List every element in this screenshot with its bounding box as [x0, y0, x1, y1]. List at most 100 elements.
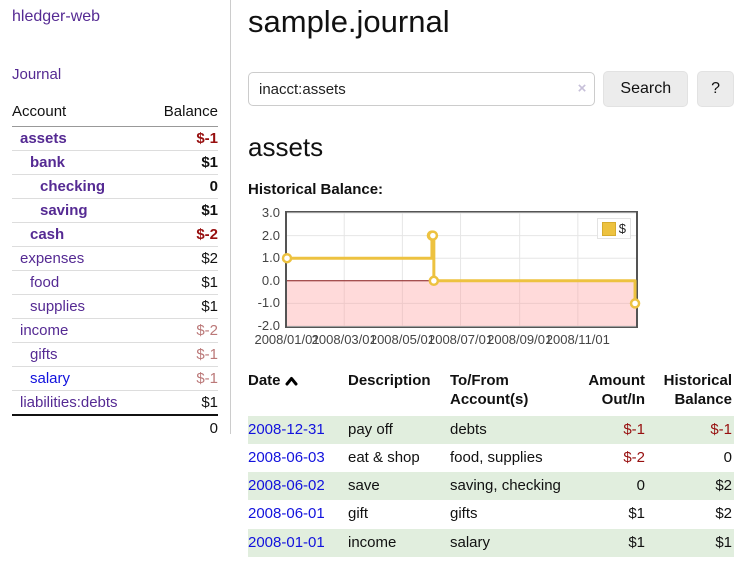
transactions-table: Date Description To/From Account(s) Amou…: [248, 370, 734, 557]
balance-column-header: Balance: [148, 100, 218, 127]
chart-plot-area: $: [281, 211, 641, 328]
account-balance: $1: [148, 294, 218, 319]
transaction-description: eat & shop: [348, 448, 420, 466]
account-row: supplies $1: [12, 294, 218, 319]
main-content: sample.journal × Search ? assets Histori…: [248, 0, 734, 557]
chart-canvas: [281, 212, 641, 327]
account-header: To/From Account(s): [450, 372, 529, 408]
search-input[interactable]: [248, 72, 596, 106]
account-balance: $2: [148, 246, 218, 271]
transaction-amount: $-2: [623, 448, 645, 466]
account-row: cash $-2: [12, 222, 218, 247]
transaction-amount: 0: [575, 472, 647, 501]
transaction-date-link[interactable]: 2008-06-03: [248, 448, 325, 466]
accounts-total-row: 0: [12, 414, 218, 441]
account-balance: $1: [148, 270, 218, 295]
transaction-accounts: food, supplies: [450, 448, 543, 466]
account-row: gifts $-1: [12, 342, 218, 367]
transaction-row: 2008-12-31 pay off debts $-1 $-1: [248, 415, 734, 444]
sort-ascending-icon: [285, 377, 298, 386]
account-link[interactable]: gifts: [30, 346, 58, 363]
account-row: assets $-1: [12, 126, 218, 151]
transaction-amount: $1: [628, 505, 645, 523]
x-axis-tick-label: 2008/11/01: [545, 332, 610, 347]
legend-swatch-icon: [601, 221, 616, 236]
transaction-description: save: [348, 472, 450, 501]
account-link[interactable]: bank: [30, 154, 66, 171]
account-link[interactable]: assets: [20, 130, 67, 147]
legend-label: $: [618, 221, 626, 236]
transaction-accounts: salary: [450, 528, 575, 557]
transaction-accounts: debts: [450, 415, 575, 444]
page-title: sample.journal: [248, 4, 450, 39]
account-row: food $1: [12, 270, 218, 295]
transaction-balance: $1: [647, 528, 734, 557]
transaction-description: gift: [348, 505, 369, 523]
sidebar-item-journal[interactable]: Journal: [12, 66, 62, 83]
transaction-amount: $1: [575, 528, 647, 557]
transaction-date-link[interactable]: 2008-12-31: [248, 420, 325, 438]
account-link[interactable]: food: [30, 274, 60, 291]
y-axis-tick-label: 0.0: [261, 272, 280, 288]
account-row: salary $-1: [12, 366, 218, 391]
account-row: income $-2: [12, 318, 218, 343]
account-balance: $1: [148, 390, 218, 416]
search-button[interactable]: Search: [603, 71, 689, 107]
account-link[interactable]: checking: [40, 178, 106, 195]
account-balance: $1: [148, 150, 218, 175]
transaction-date-link[interactable]: 2008-06-01: [248, 505, 325, 523]
account-balance: $-1: [148, 342, 218, 367]
account-link[interactable]: supplies: [30, 298, 86, 315]
transaction-description: income: [348, 528, 450, 557]
account-link[interactable]: liabilities:debts: [20, 394, 118, 411]
date-sort-header[interactable]: Date: [248, 370, 348, 416]
transaction-row: 2008-06-01 gift gifts $1 $2: [248, 500, 734, 528]
clear-search-icon[interactable]: ×: [577, 80, 587, 97]
account-balance: $-1: [148, 126, 218, 151]
y-axis-tick-label: -1.0: [257, 295, 280, 311]
y-axis-tick-label: 3.0: [261, 205, 280, 220]
transaction-balance: 0: [723, 448, 732, 466]
search-box: ×: [248, 72, 596, 106]
account-link[interactable]: salary: [30, 370, 71, 387]
account-row: saving $1: [12, 198, 218, 223]
chart-legend: $: [596, 218, 631, 239]
search-bar: × Search ?: [248, 71, 734, 107]
transaction-description: pay off: [348, 415, 450, 444]
sidebar: hledger-web Journal Account Balance asse…: [0, 0, 231, 441]
account-heading: assets: [248, 132, 324, 162]
transaction-date-link[interactable]: 2008-01-01: [248, 533, 325, 551]
description-header: Description: [348, 372, 431, 389]
transaction-date-link[interactable]: 2008-06-02: [248, 477, 325, 494]
transaction-balance: $2: [715, 505, 732, 523]
balance-header: Historical Balance: [663, 372, 732, 408]
account-column-header: Account: [12, 100, 149, 127]
x-axis-tick-label: 2008/03/01: [311, 332, 377, 347]
x-axis-tick-label: 2008/07/01: [427, 332, 494, 347]
transaction-row: 2008-06-02 save saving, checking 0 $2: [248, 472, 734, 501]
transaction-amount: $-1: [575, 415, 647, 444]
help-button[interactable]: ?: [697, 71, 734, 107]
y-axis-tick-label: 1.0: [261, 250, 280, 266]
amount-header: Amount Out/In: [588, 372, 645, 408]
account-row: expenses $2: [12, 246, 218, 271]
x-axis-tick-label: 2008/05/01: [369, 332, 435, 347]
account-link[interactable]: expenses: [20, 250, 85, 267]
accounts-table: Account Balance assets $-1 bank $1 check…: [12, 100, 218, 441]
account-row: liabilities:debts $1: [12, 390, 218, 416]
account-balance: $1: [148, 198, 218, 223]
transaction-row: 2008-06-03 eat & shop food, supplies $-2…: [248, 444, 734, 472]
transaction-balance: $2: [647, 472, 734, 501]
account-link[interactable]: cash: [30, 226, 65, 243]
account-link[interactable]: income: [20, 322, 69, 339]
app-title-link[interactable]: hledger-web: [12, 8, 101, 25]
transaction-row: 2008-01-01 income salary $1 $1: [248, 528, 734, 557]
account-balance: 0: [148, 174, 218, 199]
account-balance: $-2: [148, 318, 218, 343]
transaction-accounts: saving, checking: [450, 472, 575, 501]
y-axis-tick-label: -2.0: [257, 318, 280, 333]
accounts-table-header: Account Balance: [12, 100, 218, 127]
transactions-header-row: Date Description To/From Account(s) Amou…: [248, 370, 734, 416]
account-balance: $-1: [148, 366, 218, 391]
account-link[interactable]: saving: [40, 202, 88, 219]
